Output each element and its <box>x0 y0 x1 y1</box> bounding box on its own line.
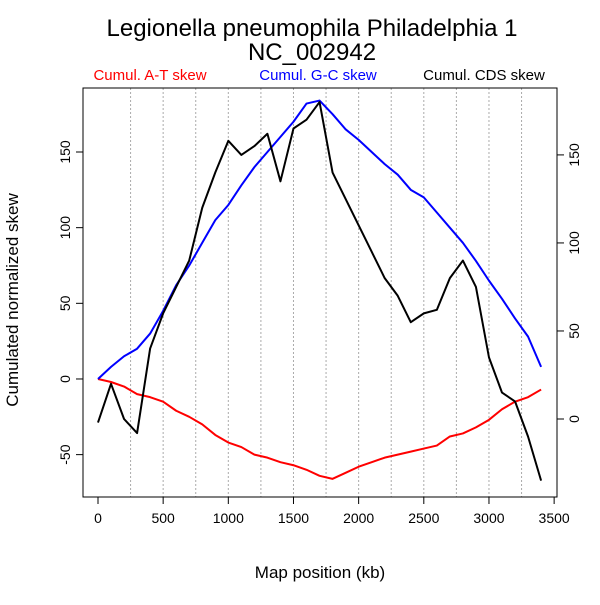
y2-tick-label: 50 <box>566 323 582 339</box>
legend-label: Cumul. A-T skew <box>93 67 206 84</box>
y-tick-label: 100 <box>57 216 73 240</box>
y2-tick-label: 150 <box>566 143 582 167</box>
y2-tick-label: 100 <box>566 231 582 255</box>
series-line <box>97 378 542 480</box>
legend-label: Cumul. CDS skew <box>423 67 545 84</box>
y-axis-label: Cumulated normalized skew <box>3 193 22 407</box>
y-tick-label: -50 <box>57 444 73 464</box>
x-tick-label: 2500 <box>408 510 439 526</box>
x-tick-label: 500 <box>151 510 175 526</box>
x-tick-label: 1500 <box>278 510 309 526</box>
chart-title: Legionella pneumophila Philadelphia 1 <box>107 15 518 42</box>
y-tick-label: 150 <box>57 140 73 164</box>
legend-label: Cumul. G-C skew <box>259 67 377 84</box>
chart-subtitle: NC_002942 <box>248 39 376 66</box>
y-tick-label: 50 <box>57 295 73 311</box>
series-line <box>97 99 543 380</box>
x-tick-label: 0 <box>94 510 102 526</box>
x-tick-label: 2000 <box>343 510 374 526</box>
plot-frame <box>82 87 558 498</box>
series-line <box>97 101 543 481</box>
x-axis-label: Map position (kb) <box>255 563 385 582</box>
x-tick-label: 3000 <box>473 510 504 526</box>
y-tick-label: 0 <box>57 375 73 383</box>
y2-tick-label: 0 <box>566 415 582 423</box>
x-tick-label: 1000 <box>213 510 244 526</box>
x-tick-label: 3500 <box>539 510 570 526</box>
